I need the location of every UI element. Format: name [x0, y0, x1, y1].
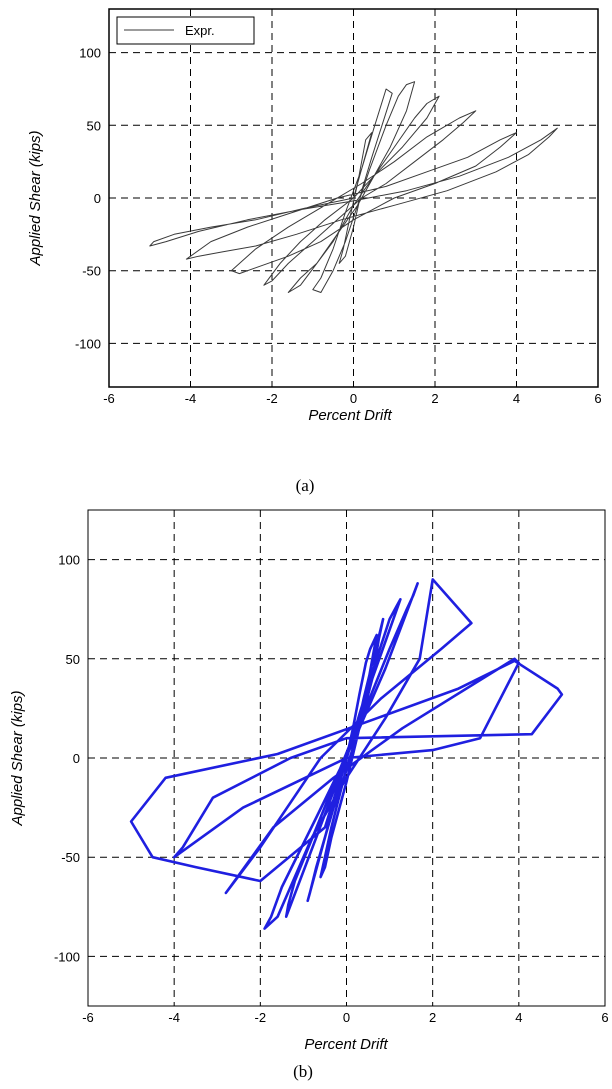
x-tick-labels-a: -6 -4 -2 0 2 4 6: [103, 391, 601, 406]
x-tick-label: 4: [515, 1010, 522, 1025]
y-axis-label-a: Applied Shear (kips): [27, 130, 44, 266]
series-line: [129, 578, 564, 930]
x-tick-label: 6: [601, 1010, 608, 1025]
x-tick-label: 2: [429, 1010, 436, 1025]
x-tick-label: 0: [343, 1010, 350, 1025]
x-tick-label: -2: [255, 1010, 267, 1025]
x-tick-label: 4: [513, 391, 520, 406]
y-axis-label-b: Applied Shear (kips): [9, 690, 26, 826]
y-tick-labels-b: -100 -50 0 50 100: [54, 553, 80, 965]
x-tick-label: -4: [168, 1010, 180, 1025]
y-tick-label: -50: [61, 850, 80, 865]
y-tick-label: -100: [75, 336, 101, 351]
series-line: [149, 81, 558, 293]
series-group-a: [149, 81, 558, 293]
y-tick-label: 0: [73, 751, 80, 766]
x-tick-labels-b: -6 -4 -2 0 2 4 6: [82, 1010, 608, 1025]
x-tick-label: 2: [431, 391, 438, 406]
caption-a: (a): [296, 476, 315, 495]
chart-panel-b: -6 -4 -2 0 2 4 6 -100 -50 0 50 100 Percent Drift A…: [9, 509, 609, 1053]
x-axis-label-b: Percent Drift: [304, 1036, 388, 1053]
grid-b: [88, 510, 605, 1006]
y-tick-label: -50: [82, 264, 101, 279]
x-tick-label: -6: [82, 1010, 94, 1025]
series-group-b: [129, 578, 564, 930]
x-tick-label: 6: [594, 391, 601, 406]
y-tick-label: 100: [79, 46, 101, 61]
y-tick-label: -100: [54, 949, 80, 964]
legend-label-expr: Expr.: [185, 23, 215, 38]
y-tick-label: 50: [87, 118, 101, 133]
y-tick-label: 0: [94, 191, 101, 206]
x-tick-label: 0: [350, 391, 357, 406]
caption-b: (b): [293, 1062, 313, 1081]
legend-box-a: [116, 16, 255, 45]
x-tick-label: -4: [185, 391, 197, 406]
x-tick-label: -6: [103, 391, 115, 406]
y-tick-label: 100: [58, 553, 80, 568]
x-axis-label-a: Percent Drift: [308, 407, 392, 424]
y-tick-label: 50: [66, 652, 80, 667]
x-tick-label: -2: [266, 391, 278, 406]
chart-panel-a: -6 -4 -2 0 2 4 6 -100 -50 0 50 100 Percent Drift A…: [27, 8, 602, 424]
legend-a: Expr.: [116, 16, 255, 45]
y-tick-labels-a: -100 -50 0 50 100: [75, 46, 101, 352]
